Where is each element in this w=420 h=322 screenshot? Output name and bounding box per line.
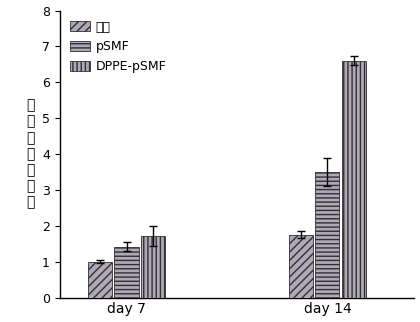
Bar <box>141 236 165 298</box>
Bar <box>115 247 139 298</box>
Bar <box>315 172 339 298</box>
Legend: 肝素, pSMF, DPPE-pSMF: 肝素, pSMF, DPPE-pSMF <box>66 17 171 77</box>
Bar <box>342 61 366 298</box>
Bar <box>88 262 112 298</box>
Y-axis label: 基
因
相
对
表
达
量: 基 因 相 对 表 达 量 <box>26 99 35 210</box>
Bar <box>289 235 312 298</box>
